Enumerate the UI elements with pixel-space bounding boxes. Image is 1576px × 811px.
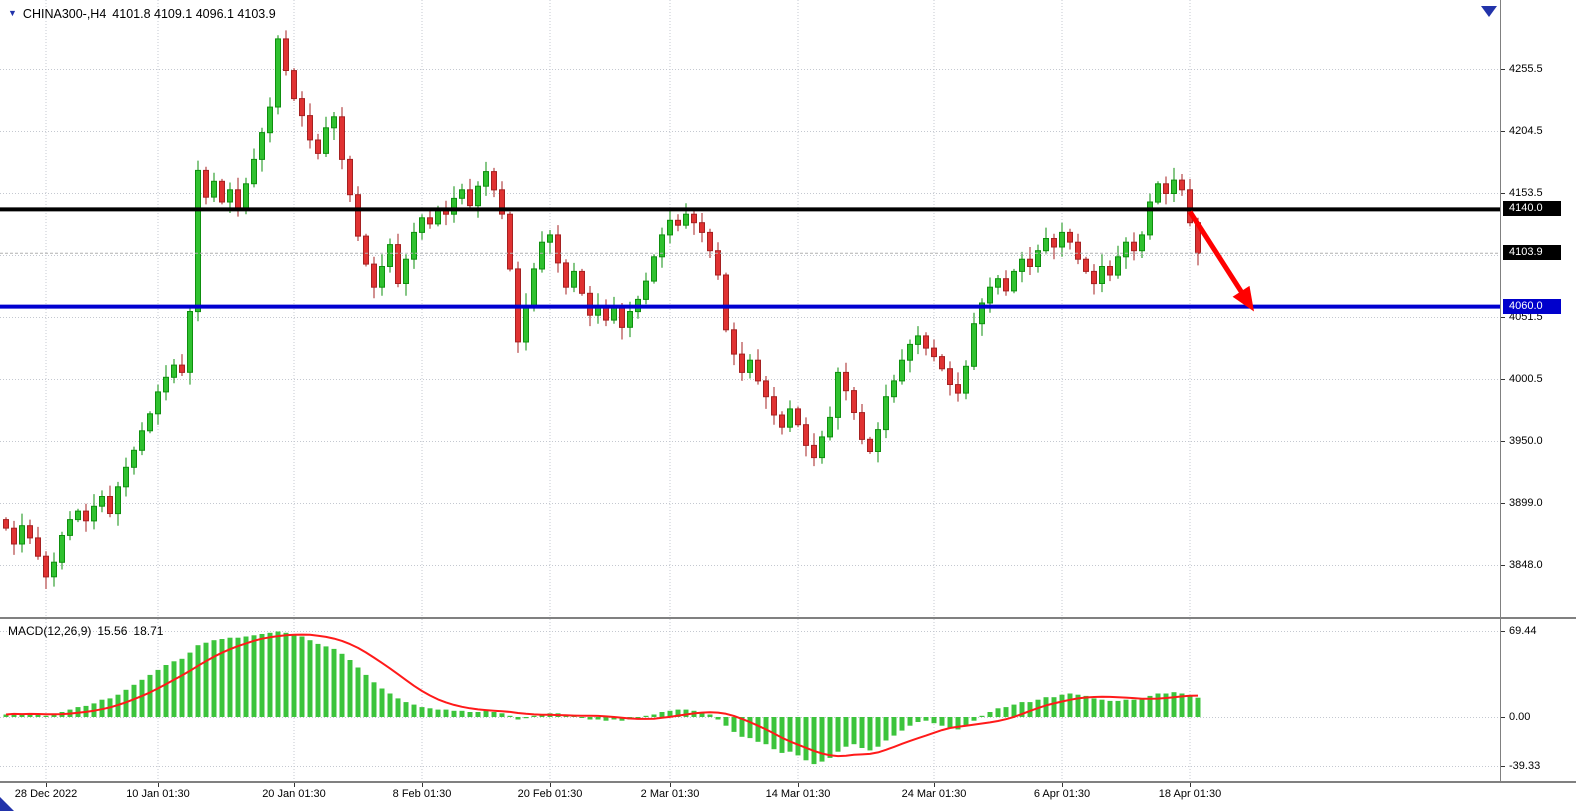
price-axis-label: 4204.5 xyxy=(1509,124,1543,137)
time-axis-tick xyxy=(798,783,799,787)
time-axis-label: 14 Mar 01:30 xyxy=(765,788,831,800)
time-axis-tick xyxy=(1190,783,1191,787)
chart-shift-marker-icon xyxy=(1481,6,1497,17)
pane-separator[interactable] xyxy=(0,617,1576,619)
indicator-label: MACD(12,26,9) 15.56 18.71 xyxy=(8,624,163,638)
price-axis-tick xyxy=(1501,502,1505,504)
time-axis-tick xyxy=(934,783,935,787)
price-axis-label: 3848.0 xyxy=(1509,558,1543,571)
macd-histogram xyxy=(3,631,1201,765)
symbol-timeframe-label: CHINA300-,H4 xyxy=(22,7,107,21)
macd-axis-tick xyxy=(1501,631,1505,632)
chart-title: ▼ CHINA300-,H4 4101.8 4109.1 4096.1 4103… xyxy=(8,7,276,21)
macd-signal-line xyxy=(5,633,1199,758)
time-axis-label: 18 Apr 01:30 xyxy=(1158,788,1222,800)
time-axis-label: 28 Dec 2022 xyxy=(14,788,78,800)
price-axis[interactable]: 4255.5 4204.5 4153.5 4051.5 4000.5 3950.0 3899… xyxy=(1500,0,1576,783)
time-axis-label: 20 Feb 01:30 xyxy=(517,788,583,800)
time-axis-tick xyxy=(550,783,551,787)
ohlc-quote: 4101.8 4109.1 4096.1 4103.9 xyxy=(112,7,276,21)
price-axis-tick xyxy=(1501,379,1505,381)
signal-value: 18.71 xyxy=(133,624,164,638)
price-axis-label: 4255.5 xyxy=(1509,62,1543,75)
macd-grid xyxy=(0,619,1500,781)
price-axis-label: 4000.5 xyxy=(1509,373,1543,386)
scroll-marker-icon xyxy=(0,797,14,811)
macd-pane-canvas[interactable] xyxy=(0,619,1500,781)
price-axis-label: 3899.0 xyxy=(1509,496,1543,509)
time-axis-label: 2 Mar 01:30 xyxy=(640,788,700,800)
price-badge: 4060.0 xyxy=(1503,298,1561,314)
indicator-name: MACD(12,26,9) xyxy=(8,624,92,638)
time-axis-label: 20 Jan 01:30 xyxy=(262,788,326,800)
price-axis-label: 4051.5 xyxy=(1509,311,1543,324)
price-axis-tick xyxy=(1501,440,1505,442)
symbol-marker-icon: ▼ xyxy=(8,8,17,18)
time-axis[interactable]: 28 Dec 2022 10 Jan 01:30 20 Jan 01:30 8 Feb… xyxy=(0,783,1576,811)
price-badge: 4103.9 xyxy=(1503,245,1561,261)
price-axis-label: 3950.0 xyxy=(1509,434,1543,447)
price-badge: 4140.0 xyxy=(1503,201,1561,217)
price-chart-canvas[interactable] xyxy=(0,0,1500,617)
time-axis-tick xyxy=(46,783,47,787)
time-axis-separator xyxy=(0,781,1576,783)
candlestick-series xyxy=(3,30,1201,589)
macd-axis-label: 0.00 xyxy=(1509,711,1531,723)
macd-axis-tick xyxy=(1501,717,1505,718)
macd-axis-label: -39.33 xyxy=(1509,759,1541,772)
price-axis-label: 4153.5 xyxy=(1509,186,1543,199)
time-axis-label: 10 Jan 01:30 xyxy=(126,788,190,800)
price-axis-tick xyxy=(1501,68,1505,70)
price-axis-tick xyxy=(1501,192,1505,194)
time-axis-label: 8 Feb 01:30 xyxy=(392,788,452,800)
main-grid xyxy=(0,0,1500,617)
trend-arrow-annotation[interactable] xyxy=(1187,210,1254,312)
time-axis-label: 24 Mar 01:30 xyxy=(901,788,967,800)
time-axis-label: 6 Apr 01:30 xyxy=(1033,788,1091,800)
time-axis-tick xyxy=(158,783,159,787)
time-axis-tick xyxy=(294,783,295,787)
macd-value: 15.56 xyxy=(97,624,128,638)
time-axis-tick xyxy=(422,783,423,787)
price-axis-tick xyxy=(1501,564,1505,566)
time-axis-tick xyxy=(670,783,671,787)
price-axis-tick xyxy=(1501,317,1505,319)
macd-axis-tick xyxy=(1501,765,1505,767)
macd-axis-label: 69.44 xyxy=(1509,625,1537,637)
time-axis-tick xyxy=(1062,783,1063,787)
price-axis-tick xyxy=(1501,130,1505,132)
